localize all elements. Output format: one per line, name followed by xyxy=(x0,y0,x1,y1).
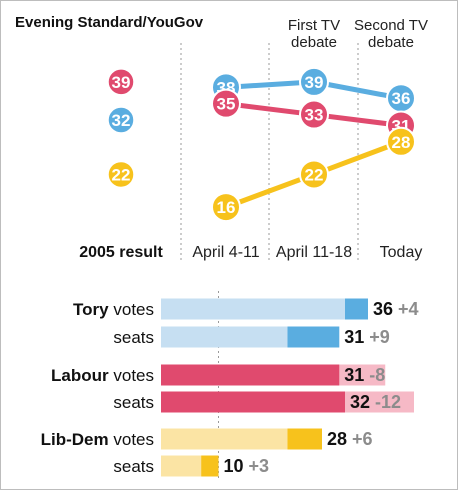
bar-fill-labour-seats xyxy=(161,391,345,413)
result-2005-bubble-labour xyxy=(106,67,136,97)
annotation-first-tv-debate: First TV debate xyxy=(288,17,340,51)
row-label-lib-dem-seats: seats xyxy=(113,457,154,476)
row-label-tory-seats: seats xyxy=(113,328,154,347)
x-tick-2005-result: 2005 result xyxy=(79,244,163,261)
point-lib-dem-3 xyxy=(386,126,416,157)
row-party-label: Lib-Dem xyxy=(41,430,114,449)
row-metric-label: votes xyxy=(113,430,154,449)
point-label-lib-dem-2: 22 xyxy=(305,165,324,184)
point-labour-1 xyxy=(211,88,241,119)
row-label-labour-votes: Labour votes xyxy=(51,366,154,385)
annotation-line: debate xyxy=(291,34,337,51)
row-value-lib-dem-seats: 10 xyxy=(224,456,244,476)
bar-fill-labour-votes xyxy=(161,364,340,386)
source-label: Evening Standard/YouGov xyxy=(15,14,204,31)
point-labour-2 xyxy=(299,99,329,130)
point-label-lib-dem-1: 16 xyxy=(217,198,236,217)
point-tory-2 xyxy=(299,66,329,97)
point-lib-dem-1 xyxy=(211,192,241,223)
row-metric-label: seats xyxy=(113,393,154,412)
row-metric-label: votes xyxy=(113,300,154,319)
x-tick-today: Today xyxy=(380,244,423,261)
bar-gain-lib-dem-votes xyxy=(287,428,322,450)
row-value-labour-seats: 32 xyxy=(350,392,370,412)
row-value-lib-dem-votes: 28 xyxy=(327,429,347,449)
row-change-lib-dem-votes: +6 xyxy=(352,429,373,449)
row-change-tory-votes: +4 xyxy=(398,299,419,319)
result-2005-label-tory: 32 xyxy=(112,111,131,130)
result-2005-label-labour: 39 xyxy=(112,73,131,92)
result-2005-label-lib-dem: 22 xyxy=(112,165,131,184)
row-metric-label: votes xyxy=(113,366,154,385)
bar-gain-tory-seats xyxy=(287,326,340,348)
row-value-tory-votes: 36 xyxy=(373,299,393,319)
result-2005-bubble-lib-dem xyxy=(106,159,136,190)
bar-gain-tory-votes xyxy=(345,298,368,320)
bar-gain-lib-dem-seats xyxy=(201,455,219,477)
row-change-labour-seats: -12 xyxy=(375,392,401,412)
annotation-line: Second TV xyxy=(354,17,428,34)
point-label-tory-2: 39 xyxy=(305,73,324,92)
row-party-label: Labour xyxy=(51,366,113,385)
point-lib-dem-2 xyxy=(299,159,329,190)
row-label-lib-dem-votes: Lib-Dem votes xyxy=(41,430,154,449)
x-tick-april-11-18: April 11-18 xyxy=(276,244,352,261)
row-change-labour-votes: -8 xyxy=(369,365,385,385)
row-change-lib-dem-seats: +3 xyxy=(249,456,270,476)
row-metric-label: seats xyxy=(113,457,154,476)
result-2005-bubble-tory xyxy=(106,105,136,135)
row-label-labour-seats: seats xyxy=(113,393,154,412)
annotation-line: First TV xyxy=(288,17,340,34)
row-label-tory-votes: Tory votes xyxy=(73,300,154,319)
point-label-labour-1: 35 xyxy=(217,95,236,114)
annotation-second-tv-debate: Second TV debate xyxy=(354,17,428,51)
bar-light-lib-dem-votes xyxy=(161,428,322,450)
point-label-tory-3: 36 xyxy=(392,89,411,108)
point-label-labour-2: 33 xyxy=(305,106,324,125)
bar-chart: Tory votes 36 +4 seats 31 +9 Labour votes 31 -8 s… xyxy=(41,291,419,479)
row-value-labour-votes: 31 xyxy=(344,365,364,385)
annotation-line: debate xyxy=(368,34,414,51)
row-change-tory-seats: +9 xyxy=(369,327,390,347)
point-label-lib-dem-3: 28 xyxy=(392,133,411,152)
row-party-label: Tory xyxy=(73,300,113,319)
bar-light-tory-votes xyxy=(161,298,368,320)
x-tick-april-4-11: April 4-11 xyxy=(192,244,259,261)
row-metric-label: seats xyxy=(113,328,154,347)
row-value-tory-seats: 31 xyxy=(344,327,364,347)
